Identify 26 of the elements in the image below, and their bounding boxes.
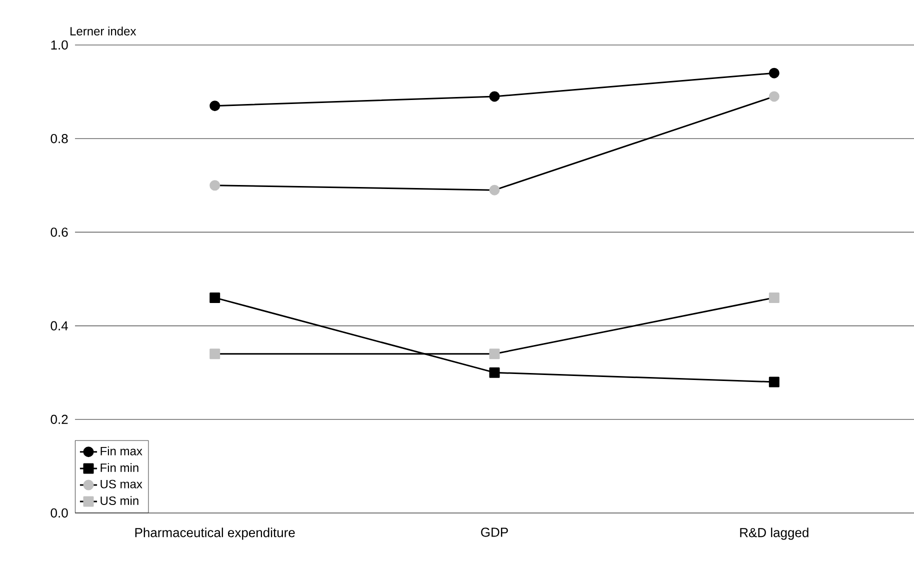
point: [489, 348, 500, 360]
legend-label: Fin min: [100, 463, 138, 472]
point: [768, 292, 780, 303]
legend-label: Fin max: [100, 446, 142, 456]
x-tick-label: GDP: [481, 528, 508, 537]
point: [210, 292, 220, 303]
point: [210, 100, 220, 112]
point: [489, 91, 500, 102]
y-tick-label: 0.2: [50, 414, 68, 424]
x-tick-label: Pharmaceutical expenditure: [135, 528, 295, 540]
point: [768, 376, 780, 388]
point: [210, 180, 220, 191]
point: [489, 184, 500, 196]
point: [210, 348, 220, 360]
legend-label: US min: [100, 496, 138, 505]
y-tick-label: 0.8: [50, 134, 68, 144]
y-tick-label: 0.6: [50, 228, 68, 237]
y-tick-label: 0.4: [50, 321, 68, 330]
y-axis-title: Lerner index: [70, 26, 136, 36]
y-tick-label: 1.0: [51, 40, 68, 50]
point: [768, 68, 780, 78]
legend-label: US max: [100, 480, 142, 488]
point: [489, 367, 500, 378]
x-tick-label: R&D lagged: [740, 528, 808, 540]
point: [768, 91, 780, 102]
y-tick-label: 0.0: [50, 508, 68, 518]
